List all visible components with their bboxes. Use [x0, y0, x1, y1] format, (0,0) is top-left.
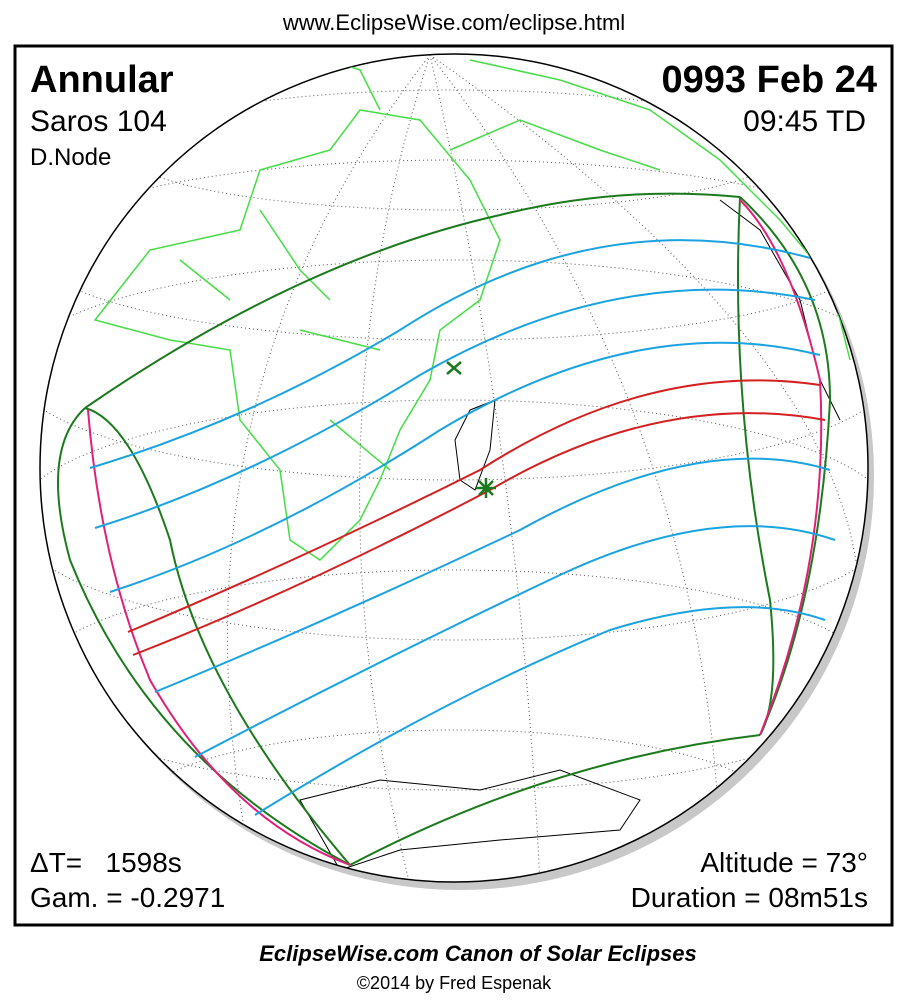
- map-line: [739, 196, 832, 736]
- gamma: Gam. = -0.2971: [30, 882, 225, 913]
- map-line: [109, 341, 821, 593]
- greatest-eclipse-marker: [446, 361, 462, 375]
- url: www.EclipseWise.com/eclipse.html: [282, 10, 625, 35]
- eclipse-type: Annular: [30, 59, 174, 101]
- copyright: ©2014 by Fred Espenak: [357, 973, 552, 993]
- map-line: [84, 192, 741, 409]
- map-line: [154, 457, 831, 693]
- map-line: [94, 288, 816, 529]
- eclipse-date: 0993 Feb 24: [662, 59, 877, 101]
- eclipse-paths: [57, 192, 836, 866]
- grid-line: [227, 54, 431, 861]
- duration: Duration = 08m51s: [631, 882, 868, 913]
- grid-line: [429, 54, 541, 882]
- grid-line: [429, 54, 721, 841]
- node: D.Node: [30, 144, 111, 171]
- globe-disc: [39, 53, 869, 883]
- grid-line: [40, 569, 868, 791]
- saros: Saros 104: [30, 105, 167, 138]
- globe: Annular 0993 Feb 24 Saros 104 09:45 TD D…: [30, 53, 877, 913]
- map-line: [194, 525, 836, 758]
- map-line: [179, 119, 661, 471]
- map-line: [87, 409, 351, 866]
- grid-line: [40, 399, 868, 641]
- delta-t: ΔT= 1598s: [30, 847, 182, 878]
- map-line: [737, 196, 775, 736]
- map-line: [127, 379, 821, 633]
- altitude: Altitude = 73°: [700, 847, 868, 878]
- grid-line: [359, 54, 431, 882]
- map-line: [93, 109, 501, 561]
- footer-title: EclipseWise.com Canon of Solar Eclipses: [259, 941, 697, 966]
- map-line: [89, 239, 811, 469]
- map-line: [739, 199, 823, 736]
- map-line: [84, 407, 351, 866]
- map-line: [719, 199, 841, 421]
- map-line: [299, 769, 641, 871]
- map-line: [349, 734, 761, 866]
- time: 09:45 TD: [743, 105, 866, 138]
- greatest-duration-marker: [476, 478, 496, 498]
- map-line: [57, 407, 351, 866]
- map-line: [254, 606, 826, 816]
